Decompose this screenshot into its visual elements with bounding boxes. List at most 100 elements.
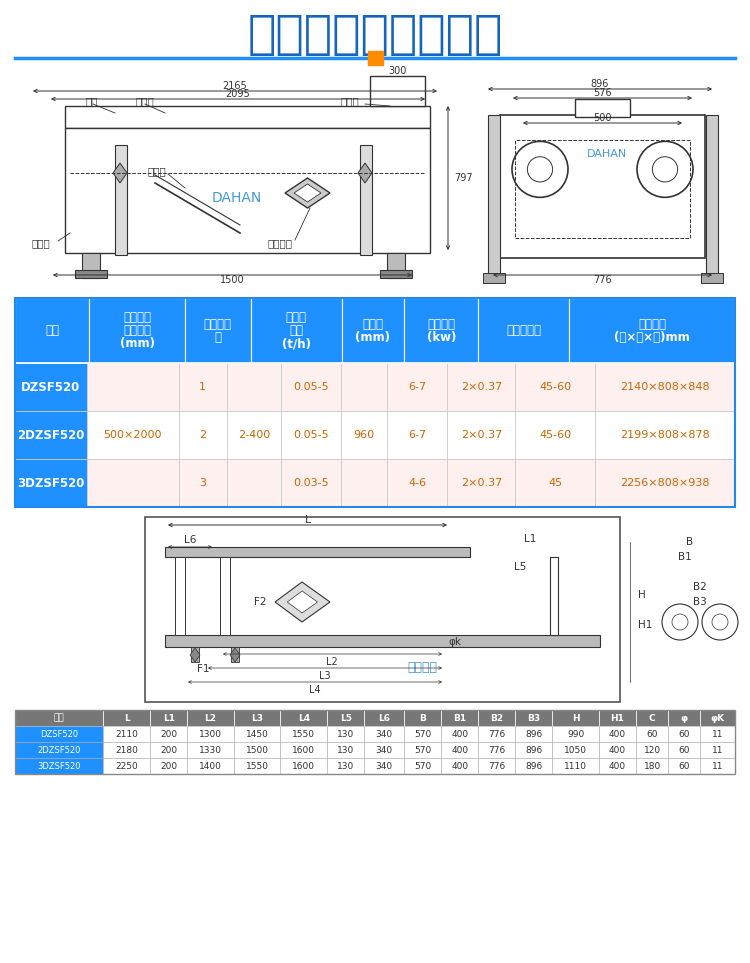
Bar xyxy=(87,411,178,459)
Text: 3DZSF520: 3DZSF520 xyxy=(38,762,81,770)
Text: F2: F2 xyxy=(254,597,266,607)
Text: 大汉机械: 大汉机械 xyxy=(407,661,437,673)
Text: 300: 300 xyxy=(388,66,406,76)
Text: 电机功率: 电机功率 xyxy=(427,318,455,330)
Bar xyxy=(104,742,150,758)
Bar xyxy=(178,363,226,411)
Bar xyxy=(341,411,388,459)
Bar xyxy=(370,76,425,106)
Text: B2: B2 xyxy=(490,714,503,722)
Bar xyxy=(636,726,668,742)
Text: φ: φ xyxy=(681,714,688,722)
Bar xyxy=(234,726,280,742)
Bar xyxy=(65,106,430,128)
Text: 2DZSF520: 2DZSF520 xyxy=(38,745,81,754)
Bar xyxy=(441,742,479,758)
Polygon shape xyxy=(230,648,240,662)
Text: 目: 目 xyxy=(214,330,221,344)
Text: 776: 776 xyxy=(488,730,506,739)
Bar xyxy=(251,298,342,363)
Text: 400: 400 xyxy=(452,762,469,770)
Text: 0.05-5: 0.05-5 xyxy=(293,382,329,392)
Bar xyxy=(234,742,280,758)
Text: 570: 570 xyxy=(414,745,431,754)
Text: L6: L6 xyxy=(378,714,390,722)
Bar xyxy=(668,726,700,742)
Text: 200: 200 xyxy=(160,730,177,739)
Text: 型号: 型号 xyxy=(54,714,64,722)
Bar xyxy=(553,742,599,758)
Text: 1: 1 xyxy=(200,382,206,392)
Bar xyxy=(404,298,478,363)
Text: 1300: 1300 xyxy=(199,730,222,739)
Bar xyxy=(165,547,470,557)
Text: 776: 776 xyxy=(488,745,506,754)
Bar xyxy=(150,710,188,726)
Text: 896: 896 xyxy=(525,730,542,739)
Bar xyxy=(115,145,127,255)
Bar xyxy=(280,742,327,758)
Bar xyxy=(75,270,107,278)
Bar xyxy=(188,758,234,774)
Text: L1: L1 xyxy=(163,714,175,722)
Bar xyxy=(327,758,364,774)
Polygon shape xyxy=(275,582,330,622)
Bar xyxy=(550,557,558,635)
Text: B1: B1 xyxy=(678,552,692,562)
Text: L3: L3 xyxy=(251,714,263,722)
Text: 2250: 2250 xyxy=(116,762,138,770)
Bar xyxy=(404,710,441,726)
Text: 1600: 1600 xyxy=(292,745,315,754)
Text: 3DZSF520: 3DZSF520 xyxy=(17,477,85,489)
Polygon shape xyxy=(285,178,330,208)
Text: B3: B3 xyxy=(693,597,706,607)
Bar xyxy=(360,145,372,255)
Bar xyxy=(447,411,515,459)
Text: 2×0.37: 2×0.37 xyxy=(460,478,502,488)
Text: (t/h): (t/h) xyxy=(282,337,311,350)
Bar xyxy=(15,298,89,363)
Bar xyxy=(191,647,199,662)
Bar xyxy=(15,710,104,726)
Bar xyxy=(341,363,388,411)
Bar xyxy=(668,710,700,726)
Text: 1450: 1450 xyxy=(246,730,268,739)
Text: L3: L3 xyxy=(320,671,331,681)
Text: 2095: 2095 xyxy=(226,89,251,99)
Text: 2110: 2110 xyxy=(116,730,138,739)
Text: 6-7: 6-7 xyxy=(408,382,427,392)
Text: 130: 130 xyxy=(337,730,354,739)
Bar xyxy=(188,742,234,758)
Text: 2-400: 2-400 xyxy=(238,430,270,440)
Text: 2199×808×878: 2199×808×878 xyxy=(620,430,710,440)
Bar xyxy=(388,411,447,459)
Text: 2165: 2165 xyxy=(223,81,248,91)
Bar xyxy=(636,710,668,726)
Bar xyxy=(15,710,735,774)
Text: 双振幅: 双振幅 xyxy=(362,318,383,330)
Text: (mm): (mm) xyxy=(356,330,391,344)
Text: 45-60: 45-60 xyxy=(539,430,572,440)
Polygon shape xyxy=(113,163,127,183)
Text: F1: F1 xyxy=(196,664,209,674)
Text: H1: H1 xyxy=(638,620,652,630)
Text: 2140×808×848: 2140×808×848 xyxy=(620,382,710,392)
Text: 筛面尺寸: 筛面尺寸 xyxy=(123,311,151,324)
Text: 45: 45 xyxy=(548,478,562,488)
Bar xyxy=(15,411,87,459)
Text: 500×2000: 500×2000 xyxy=(104,430,162,440)
Text: 960: 960 xyxy=(354,430,375,440)
Text: 11: 11 xyxy=(712,730,724,739)
Text: C: C xyxy=(649,714,656,722)
Bar xyxy=(87,459,178,507)
Bar xyxy=(226,363,281,411)
Bar xyxy=(388,363,447,411)
Polygon shape xyxy=(190,648,200,662)
Bar xyxy=(104,758,150,774)
Text: H: H xyxy=(638,590,646,600)
Text: 网孔尺寸: 网孔尺寸 xyxy=(204,318,232,330)
Text: 180: 180 xyxy=(644,762,661,770)
Text: φK: φK xyxy=(711,714,724,722)
Text: 4-6: 4-6 xyxy=(408,478,427,488)
Text: 产品型号及安装尺寸: 产品型号及安装尺寸 xyxy=(248,13,502,58)
